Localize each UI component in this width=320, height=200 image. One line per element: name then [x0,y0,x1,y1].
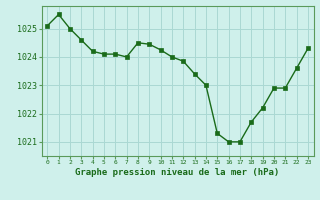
X-axis label: Graphe pression niveau de la mer (hPa): Graphe pression niveau de la mer (hPa) [76,168,280,177]
